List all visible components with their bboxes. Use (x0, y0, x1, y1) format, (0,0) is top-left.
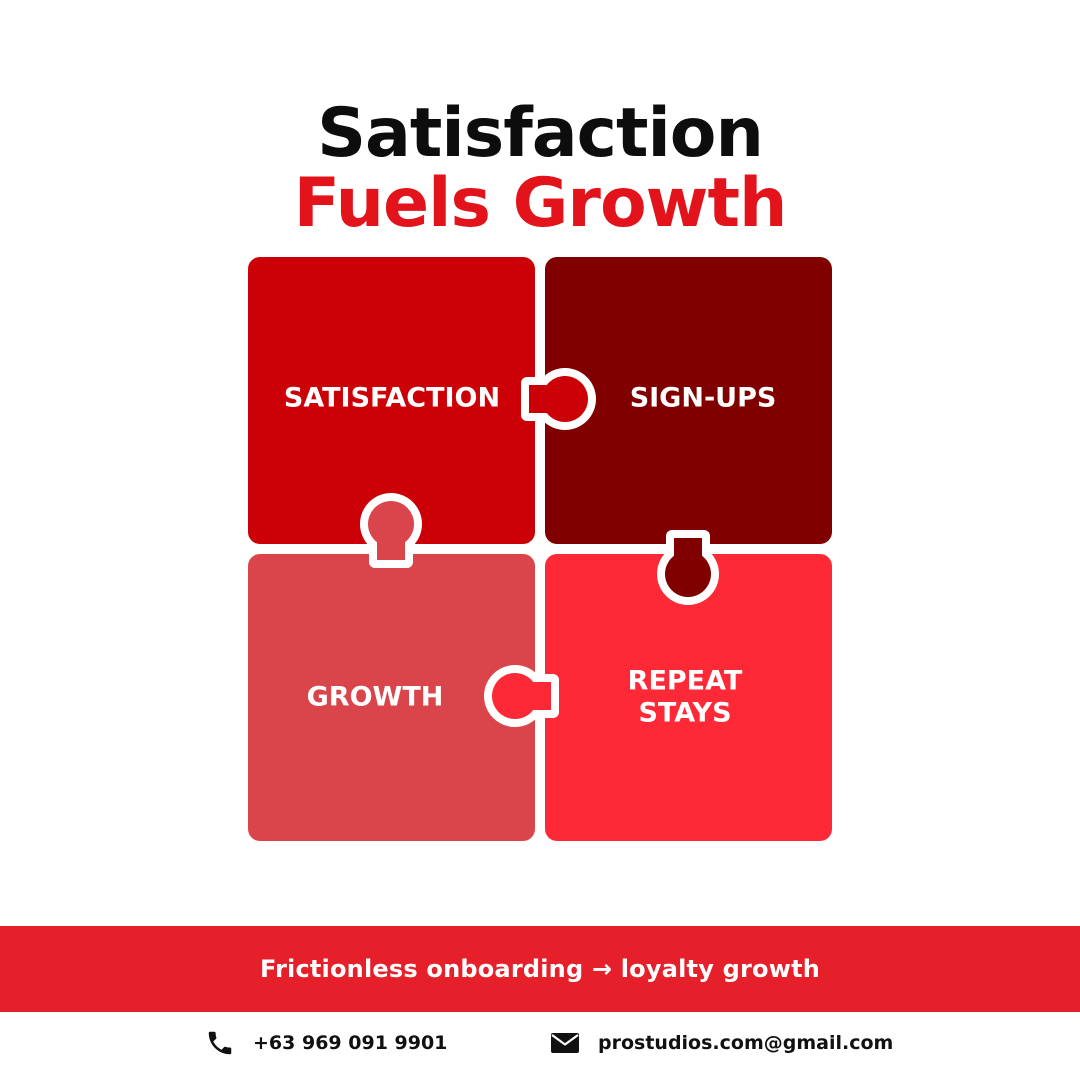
envelope-icon (550, 1032, 580, 1054)
puzzle-piece-sign-ups-label: SIGN-UPS (630, 383, 777, 414)
puzzle-tab-sign-ups (657, 530, 719, 605)
puzzle-piece-repeat-stays (545, 554, 832, 841)
puzzle-piece-satisfaction-label: SATISFACTION (284, 383, 500, 414)
phone-icon (205, 1028, 235, 1058)
puzzle-piece-repeat-stays-label: STAYS (638, 698, 731, 729)
title-line-1: Satisfaction (317, 94, 764, 173)
puzzle-tab-growth (360, 493, 422, 568)
puzzle-piece-sign-ups (545, 257, 832, 544)
email-contact[interactable]: prostudios.com@gmail.com (550, 1026, 893, 1060)
email-address: prostudios.com@gmail.com (598, 1032, 894, 1054)
phone-number: +63 969 091 9901 (253, 1032, 448, 1054)
title-line-2: Fuels Growth (293, 164, 788, 243)
puzzle-piece-growth (248, 554, 535, 841)
puzzle-piece-repeat-stays-label: REPEAT (628, 666, 743, 697)
tagline-text: Frictionless onboarding → loyalty growth (259, 955, 821, 983)
puzzle-tab-satisfaction (521, 368, 596, 430)
tagline-banner: Frictionless onboarding → loyalty growth (0, 926, 1080, 1012)
puzzle-tab-repeat-stays (484, 665, 559, 727)
phone-contact[interactable]: +63 969 091 9901 (205, 1026, 447, 1060)
puzzle-piece-satisfaction (248, 257, 535, 544)
puzzle-piece-growth-label: GROWTH (307, 682, 444, 713)
